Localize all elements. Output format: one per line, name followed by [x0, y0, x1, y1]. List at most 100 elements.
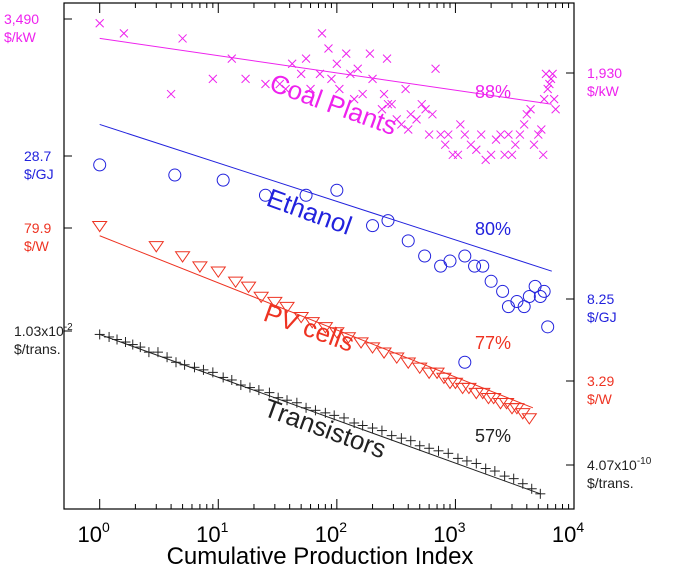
- coal-plants-start-label-unit: $/kW: [4, 29, 37, 45]
- coal-plants-point: [315, 69, 325, 79]
- coal-plants-point: [526, 104, 535, 114]
- coal-plants-point: [453, 150, 463, 160]
- ethanol-end-label: 8.25 $/GJ: [587, 291, 617, 325]
- transistors-point: [339, 412, 350, 423]
- transistors-end-label-exponent: -10: [637, 456, 652, 467]
- pv-cells-point: [253, 291, 270, 304]
- coal-plants-point: [335, 84, 344, 94]
- coal-plants-point: [440, 140, 450, 150]
- ethanol-point: [366, 219, 380, 233]
- ethanol-point: [299, 188, 313, 202]
- transistors-point: [244, 382, 255, 393]
- transistors-point: [179, 359, 190, 370]
- pv-cells-point: [148, 241, 165, 253]
- transistors-point: [376, 425, 387, 436]
- transistors-point: [499, 471, 510, 482]
- coal-plants-point: [406, 109, 416, 119]
- coal-plants-point: [443, 130, 453, 139]
- pv-cells-point: [328, 327, 345, 339]
- x-tick-label: 103: [433, 519, 465, 547]
- coal-plants-point: [346, 69, 355, 79]
- coal-plants-point: [227, 54, 237, 64]
- transistors-point: [253, 385, 264, 396]
- x-tick-label-base: 10: [433, 522, 457, 547]
- pv-cells-point: [317, 322, 334, 334]
- transistors-point: [320, 407, 331, 418]
- coal-plants-series-label: Coal Plants: [266, 67, 401, 141]
- coal-plants-point: [317, 29, 327, 38]
- ethanol-point: [258, 188, 272, 202]
- ethanol-series-label: Ethanol: [263, 182, 356, 240]
- transistors-point: [433, 445, 444, 456]
- coal-plants-point: [510, 140, 520, 150]
- ethanol-end-label-value: 8.25: [587, 291, 614, 307]
- pv-cells-point: [400, 357, 417, 370]
- ethanol-point: [533, 289, 547, 303]
- plot-frame: [63, 2, 575, 510]
- transistors-series-label: Transistors: [260, 392, 390, 464]
- pv-cells-end-label-value: 3.29: [587, 373, 614, 389]
- pv-cells-point: [340, 332, 357, 344]
- coal-plants-point: [519, 120, 529, 129]
- coal-plants-point: [119, 29, 129, 38]
- ethanol-point: [443, 254, 457, 268]
- transistors-point: [405, 435, 416, 446]
- ethanol-end-label-unit: $/GJ: [587, 309, 617, 325]
- coal-plants-point: [515, 130, 525, 139]
- x-tick-label: 100: [78, 519, 110, 547]
- ethanol-point: [517, 300, 531, 314]
- pv-cells-point: [364, 342, 381, 354]
- transistors-start-label-value: 1.03x10: [14, 323, 64, 339]
- x-tick-label-exponent: 0: [102, 519, 110, 535]
- transistors-end-label-unit: $/trans.: [587, 475, 634, 491]
- coal-plants-point: [417, 99, 427, 109]
- coal-plants-point: [436, 130, 445, 139]
- x-tick-label-base: 10: [552, 522, 576, 547]
- transistors-progress-ratio: 57%: [475, 426, 511, 446]
- transistors-point: [508, 473, 519, 484]
- ethanol-point: [510, 295, 524, 309]
- transistors-point: [94, 329, 105, 340]
- ethanol-start-label: 28.7 $/GJ: [24, 148, 54, 182]
- coal-plants-point: [365, 49, 375, 58]
- transistors-point: [357, 420, 368, 431]
- coal-plants-point: [281, 84, 291, 94]
- transistors-point: [461, 455, 472, 466]
- ethanol-point: [93, 158, 107, 172]
- transistors-point: [396, 433, 407, 444]
- transistors-point: [301, 402, 312, 413]
- transistors-start-label-exponent: -2: [64, 322, 73, 333]
- coal-plants-point: [504, 130, 513, 139]
- coal-plants-point: [539, 94, 549, 104]
- coal-plants-point: [549, 94, 559, 104]
- ethanol-start-label-unit: $/GJ: [24, 166, 54, 182]
- transistors-point: [291, 397, 302, 408]
- x-tick-label-base: 10: [78, 522, 102, 547]
- transistors-point: [104, 331, 115, 342]
- transistors-point: [226, 374, 237, 385]
- x-tick-label: 102: [315, 519, 347, 547]
- transistors-point: [386, 430, 397, 441]
- ethanol-point: [418, 249, 432, 263]
- transistors-point: [162, 352, 173, 363]
- coal-plants-point: [306, 84, 315, 94]
- coal-plants-point: [455, 120, 465, 129]
- coal-plants-point: [287, 59, 297, 69]
- pv-cells-point: [174, 251, 191, 263]
- transistors-point: [189, 362, 200, 373]
- coal-plants-point: [460, 130, 470, 139]
- pv-cells-end-label: 3.29 $/W: [587, 373, 614, 407]
- pv-cells-point: [304, 317, 321, 329]
- coal-plants-point: [403, 125, 413, 134]
- coal-plants-point: [546, 74, 556, 84]
- ethanol-fit-line: [99, 123, 552, 272]
- transistors-point: [526, 483, 537, 494]
- coal-plants-fit-line: [99, 37, 552, 105]
- coal-plants-start-label: 3,490 $/kW: [4, 11, 39, 45]
- transistors-point: [273, 392, 284, 403]
- x-tick-label-base: 10: [315, 522, 339, 547]
- transistors-point: [452, 453, 463, 464]
- coal-plants-point: [358, 89, 367, 99]
- x-tick-label-exponent: 1: [221, 519, 229, 535]
- coal-plants-point: [507, 150, 517, 160]
